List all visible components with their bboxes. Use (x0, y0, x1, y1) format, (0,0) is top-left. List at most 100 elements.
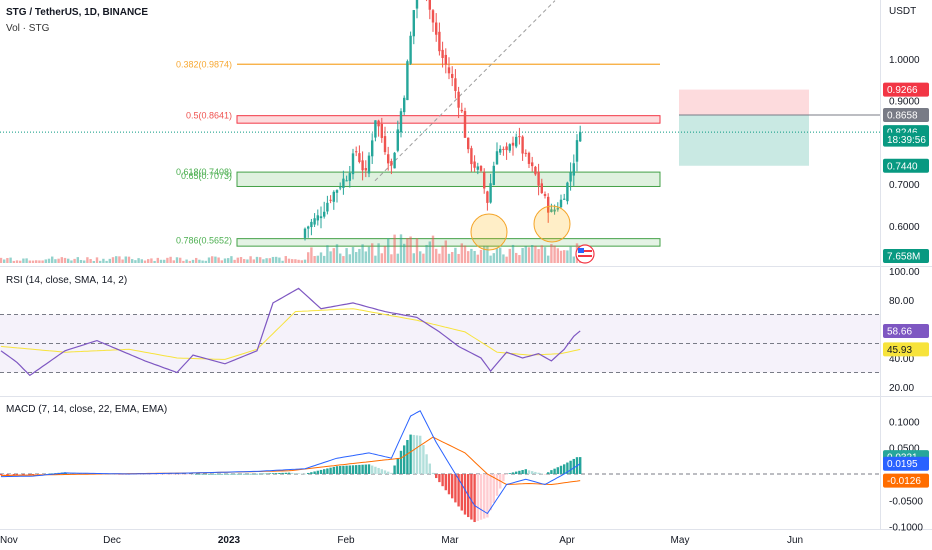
volume-bar (51, 256, 54, 263)
candle (473, 161, 476, 168)
candle (374, 120, 377, 138)
volume-label-badge (883, 249, 929, 263)
macd-histogram-bar (329, 467, 332, 474)
volume-bar (307, 252, 310, 263)
volume-bar (143, 260, 147, 263)
macd-histogram-bar (358, 464, 361, 474)
macd-histogram-bar (508, 473, 511, 474)
macd-indicator-label[interactable]: MACD (7, 14, close, 22, EMA, EMA) (6, 404, 168, 415)
macd-histogram-bar (569, 460, 572, 474)
candle (371, 140, 374, 157)
macd-histogram-bar (255, 473, 259, 475)
candle (575, 140, 579, 162)
volume-bar (335, 244, 339, 263)
macd-histogram-bar (265, 473, 268, 475)
macd-histogram-bar (422, 445, 425, 474)
volume-bar (419, 251, 422, 263)
volume-bar (73, 258, 76, 263)
volume-bar (543, 247, 547, 263)
candle (515, 136, 518, 147)
macd-histogram-bar (28, 474, 31, 476)
volume-bar (204, 260, 207, 263)
price-pane[interactable]: USDT1.00000.90000.80000.70000.60000.382(… (0, 0, 929, 264)
volume-bar (6, 258, 9, 263)
candle (435, 22, 438, 35)
candle (396, 129, 399, 151)
candle (460, 109, 463, 112)
macd-histogram-bar (377, 467, 380, 474)
volume-bar (44, 259, 47, 263)
position-stop-zone[interactable] (679, 89, 809, 115)
volume-bar (358, 248, 361, 263)
volume-bar (486, 245, 489, 263)
volume-bar (380, 253, 383, 263)
macd-histogram-bar (303, 473, 307, 475)
volume-bar (105, 260, 108, 263)
volume-bar (121, 259, 124, 263)
rsi-indicator-label[interactable]: RSI (14, close, SMA, 14, 2) (6, 275, 128, 286)
volume-bar (559, 250, 563, 263)
macd-histogram-bar (233, 473, 236, 475)
volume-bar (390, 254, 393, 263)
trendline[interactable] (374, 0, 556, 182)
macd-histogram-bar (540, 473, 543, 475)
volume-bar (95, 257, 99, 263)
macd-pane[interactable]: 0.10000.0500-0.0500-0.10000.03210.0195-0… (0, 410, 929, 534)
time-axis-tick: 2023 (218, 535, 241, 546)
fib-zone[interactable] (236, 238, 661, 247)
support-highlight-circle[interactable] (470, 213, 508, 251)
macd-histogram-bar (364, 464, 367, 474)
candle (399, 111, 403, 133)
volume-bar (547, 255, 550, 263)
candle (326, 202, 329, 212)
volume-bar (428, 241, 431, 263)
candle (367, 155, 371, 174)
macd-histogram-bar (486, 474, 489, 518)
macd-histogram (0, 434, 582, 523)
macd-histogram-bar (268, 473, 271, 474)
candle (393, 152, 396, 169)
macd-histogram-bar (502, 474, 505, 482)
fib-zone[interactable] (236, 115, 661, 124)
rsi-axis-tick: 20.00 (889, 383, 914, 394)
price-axis-tick: 1.0000 (889, 55, 920, 66)
candle (505, 146, 508, 151)
position-target-zone[interactable] (679, 114, 809, 166)
macd-histogram-bar (195, 473, 198, 475)
macd-histogram-bar (230, 473, 233, 475)
macd-histogram-bar (163, 474, 166, 475)
rsi-value-badge (883, 342, 929, 357)
rsi-axis-tick: 40.00 (889, 354, 914, 365)
macd-histogram-bar (291, 472, 294, 474)
symbol-title[interactable]: STG / TetherUS, 1D, BINANCE (6, 7, 149, 18)
volume-bar (86, 257, 89, 263)
candle (572, 163, 575, 176)
macd-histogram-bar (361, 464, 364, 474)
price-label: 0.7440 (887, 161, 918, 172)
candle (377, 120, 380, 127)
macd-histogram-bar (153, 474, 156, 475)
volume-bar (553, 245, 556, 263)
fib-zone[interactable] (236, 171, 661, 187)
macd-histogram-bar (342, 465, 345, 474)
volume-bar (41, 260, 44, 263)
macd-histogram-bar (147, 474, 150, 475)
macd-histogram-bar (367, 464, 371, 474)
volume-bar (108, 258, 111, 263)
volume-bar (268, 258, 271, 263)
rsi-value-badge (883, 323, 929, 338)
volume-bar (159, 259, 163, 263)
volume-indicator-label[interactable]: Vol · STG (6, 23, 50, 34)
volume-bar (147, 259, 150, 263)
macd-histogram-bar (460, 474, 463, 511)
volume-bar (195, 257, 198, 263)
us-flag-icon[interactable] (575, 244, 595, 264)
candle (492, 165, 495, 185)
candlestick-series[interactable] (303, 0, 582, 241)
macd-histogram-bar (316, 470, 319, 474)
support-highlight-circle[interactable] (533, 205, 571, 243)
rsi-pane[interactable]: 100.00 80.00 40.00 20.00 58.66 45.93 (0, 267, 929, 394)
macd-histogram-bar (543, 474, 547, 475)
